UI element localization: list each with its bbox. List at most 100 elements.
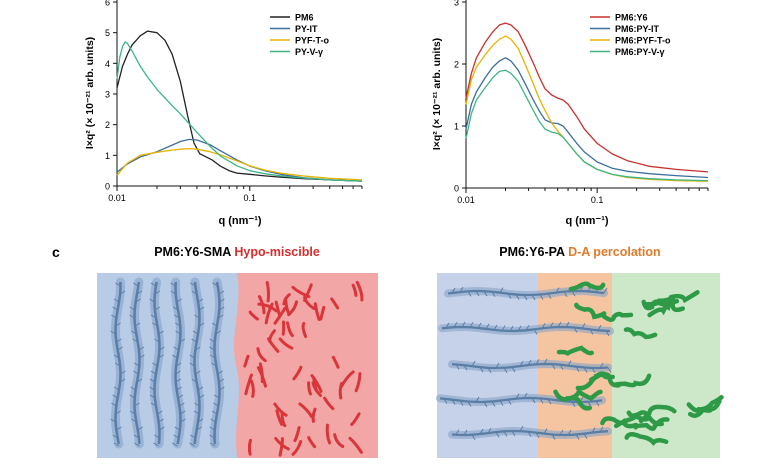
side-chain <box>129 410 136 415</box>
x-tick-label: 0.01 <box>108 193 126 203</box>
side-chain <box>150 402 157 407</box>
side-chain <box>499 400 504 406</box>
side-chain <box>211 362 217 367</box>
y-tick-label: 5 <box>105 28 110 38</box>
side-chain <box>175 322 181 327</box>
side-chain <box>511 430 516 437</box>
side-chain <box>194 402 200 407</box>
legend-label: PM6 <box>295 13 314 23</box>
side-chain <box>192 330 199 335</box>
side-chain <box>515 393 520 399</box>
acceptor-molecule <box>556 345 594 356</box>
acceptor-molecule <box>568 281 606 292</box>
side-chain <box>575 366 580 372</box>
side-chain <box>158 418 164 423</box>
x-tick-label: 0.1 <box>244 193 257 203</box>
side-chain <box>559 429 564 436</box>
acceptor-molecule <box>249 379 255 398</box>
panel-c-right-title: PM6:Y6-PA D-A percolation <box>499 245 660 259</box>
acceptor-molecule <box>330 297 340 310</box>
donor-chains-right <box>436 285 614 440</box>
side-chain <box>211 322 218 327</box>
legend-label: PYF-T-o <box>295 36 329 46</box>
side-chain <box>603 287 608 294</box>
side-chain <box>193 410 200 415</box>
legend-label: PY-IT <box>295 24 318 34</box>
acceptor-molecule <box>256 366 267 388</box>
donor-chain <box>451 429 609 437</box>
chart-b-x-label: q (nm⁻¹) <box>565 215 608 227</box>
chart-a-x-ticks: 0.01 0.1 <box>108 186 363 203</box>
donor-chain <box>153 281 161 445</box>
side-chain <box>503 431 508 437</box>
side-chain <box>150 370 157 375</box>
side-chain <box>198 322 205 327</box>
y-tick-label: 1 <box>105 151 110 161</box>
chart-a-y-ticks: 0 1 2 3 4 5 6 <box>105 0 117 192</box>
side-chain <box>467 401 472 407</box>
side-chain <box>180 418 186 423</box>
series-line-3 <box>116 147 363 181</box>
side-chain <box>209 338 215 343</box>
side-chain <box>539 398 544 404</box>
side-chain <box>219 298 225 303</box>
acceptor-molecule <box>311 381 322 397</box>
side-chain <box>173 346 179 351</box>
side-chain <box>110 330 116 335</box>
side-chain <box>112 394 118 399</box>
side-chain <box>479 366 484 373</box>
series-line-1 <box>465 22 709 173</box>
acceptor-molecule <box>248 310 259 321</box>
side-chain <box>172 354 178 359</box>
side-chain <box>547 293 552 299</box>
chart-a-y-label: I×q² (× 10⁻²¹ arb. units) <box>84 37 96 149</box>
acceptor-molecule <box>286 321 294 338</box>
side-chain <box>129 314 135 319</box>
legend-label: PM6:Y6 <box>615 13 648 23</box>
side-chain <box>218 290 225 295</box>
series-line-2 <box>465 57 709 179</box>
side-chain <box>134 322 141 327</box>
acceptor-molecules-right <box>553 281 724 447</box>
side-chain <box>190 434 196 439</box>
side-chain <box>571 290 576 297</box>
side-chain <box>565 321 570 328</box>
series-line-2 <box>116 138 363 182</box>
side-chain <box>485 323 490 330</box>
side-chain <box>149 394 156 399</box>
donor-chain <box>114 281 122 445</box>
side-chain <box>135 298 141 303</box>
side-chain <box>581 323 586 329</box>
side-chain <box>591 427 596 433</box>
side-chain <box>197 386 204 391</box>
donor-chain <box>447 289 605 297</box>
side-chain <box>595 400 600 407</box>
side-chain <box>575 434 580 440</box>
left-title-main: PM6:Y6-SMA <box>154 245 231 259</box>
side-chain <box>477 322 482 329</box>
side-chain <box>195 346 201 351</box>
side-chain <box>209 354 216 359</box>
side-chain <box>459 400 464 406</box>
side-chain <box>549 322 554 328</box>
acceptor-molecule <box>338 381 344 400</box>
side-chain <box>479 428 484 435</box>
side-chain <box>152 362 158 367</box>
side-chain <box>531 397 536 404</box>
side-chain <box>110 418 116 423</box>
y-tick-label: 0 <box>105 182 110 192</box>
acceptor-molecules-left <box>243 280 364 457</box>
acceptor-molecule <box>553 389 593 411</box>
side-chain <box>495 431 500 438</box>
side-chain <box>218 314 224 319</box>
side-chain <box>115 282 121 287</box>
side-chain <box>218 378 225 383</box>
side-chain <box>134 442 140 447</box>
side-chain <box>154 306 161 311</box>
side-chain <box>533 329 538 335</box>
side-chain <box>463 364 468 371</box>
side-chain <box>129 306 135 311</box>
side-chain <box>219 386 225 391</box>
